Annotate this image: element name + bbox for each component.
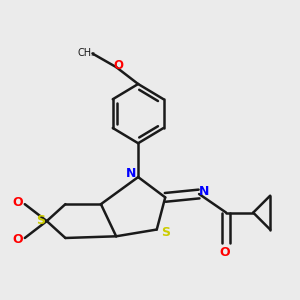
Text: N: N [199, 185, 209, 198]
Text: CH₃: CH₃ [77, 47, 95, 58]
Text: O: O [219, 246, 230, 259]
Text: O: O [12, 233, 22, 246]
Text: S: S [161, 226, 170, 239]
Text: N: N [126, 167, 136, 180]
Text: O: O [12, 196, 22, 209]
Text: O: O [114, 59, 124, 72]
Text: S: S [36, 214, 45, 226]
